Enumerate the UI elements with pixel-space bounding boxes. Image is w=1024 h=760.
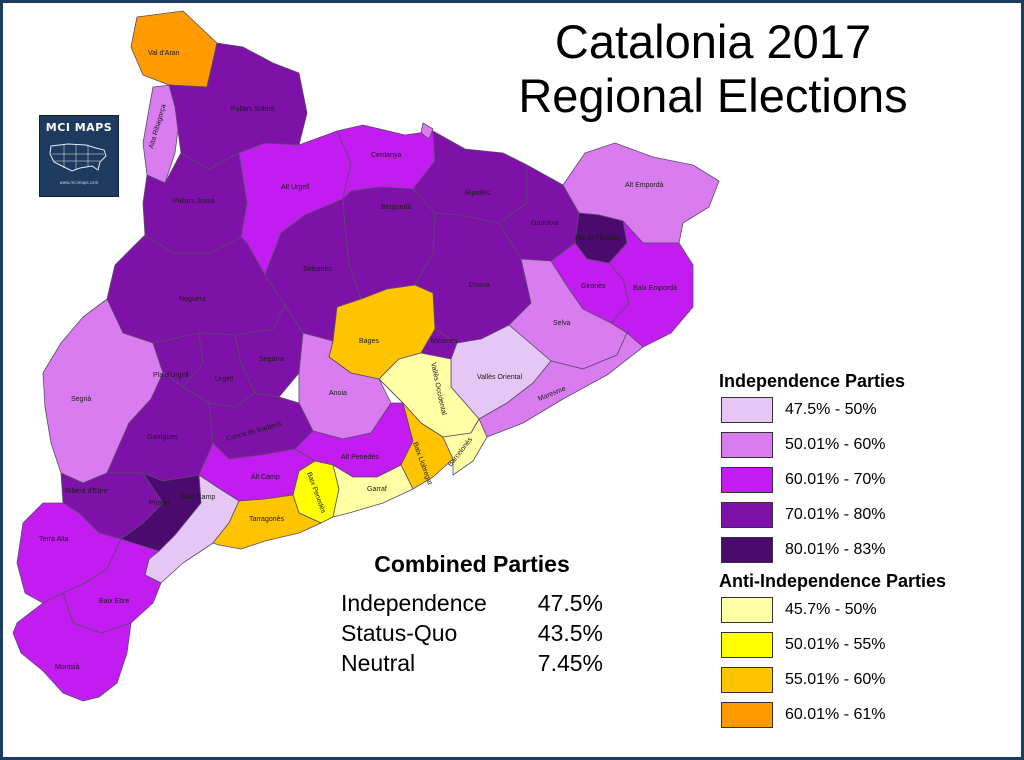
label-pallars-jussa: Pallars Jussà xyxy=(173,198,215,205)
label-ribera-d-ebre: Ribera d'Ebre xyxy=(65,488,108,495)
legend-swatch xyxy=(721,666,773,693)
summary-label: Status-Quo xyxy=(341,620,458,646)
label-segarra: Segarra xyxy=(259,356,284,363)
label-baix-ebre: Baix Ebre xyxy=(99,598,129,605)
label-priorat: Priorat xyxy=(149,500,170,507)
legend-item: 45.7% - 50% xyxy=(719,592,1019,627)
legend-swatch xyxy=(721,396,773,423)
label-tarragones: Tarragonès xyxy=(249,516,285,523)
legend-item: 60.01% - 61% xyxy=(719,697,1019,732)
legend-item: 60.01% - 70% xyxy=(719,462,1019,497)
label-ripolles: Ripollès xyxy=(465,190,490,197)
label-alt-emporda: Alt Empordà xyxy=(625,182,664,189)
title-line-1: Catalonia 2017 xyxy=(554,15,872,68)
summary-value: 47.5% xyxy=(537,590,603,616)
legend-swatch xyxy=(721,701,773,728)
label-garrigues: Garrigues xyxy=(147,434,178,441)
county-maresme[interactable] xyxy=(478,332,644,438)
us-map-icon xyxy=(49,143,107,172)
legend-item: 70.01% - 80% xyxy=(719,497,1019,532)
county-val-d-aran[interactable] xyxy=(130,10,218,88)
label-selva: Selva xyxy=(553,320,571,327)
legend-item: 55.01% - 60% xyxy=(719,662,1019,697)
label-terra-alta: Terra Alta xyxy=(39,536,69,543)
legend-item: 47.5% - 50% xyxy=(719,392,1019,427)
label-urgell: Urgell xyxy=(215,376,234,383)
legend-label: 47.5% - 50% xyxy=(785,400,877,418)
label-cerdanya: Cerdanya xyxy=(371,152,401,159)
legend-swatch xyxy=(721,596,773,623)
label-solsones: Solsonès xyxy=(303,266,332,273)
label-osona: Osona xyxy=(469,282,490,289)
county-islet-north[interactable] xyxy=(420,122,434,140)
summary-row: Neutral 7.45% xyxy=(341,648,603,678)
legend-swatch xyxy=(721,536,773,563)
label-alt-penedes: Alt Penedès xyxy=(341,454,379,461)
catalonia-map: .i1{fill:#e6c6f5}.i2{fill:#d87cf0}.i3{fi… xyxy=(12,10,720,702)
legend-independence-list: 47.5% - 50% 50.01% - 60% 60.01% - 70% 70.01… xyxy=(719,392,1019,567)
legend-swatch xyxy=(721,631,773,658)
label-baix-emporda: Baix Empordà xyxy=(633,285,677,292)
legend-anti-list: 45.7% - 50% 50.01% - 55% 55.01% - 60% 60.01… xyxy=(719,592,1019,732)
label-garraf: Garraf xyxy=(367,486,387,493)
legend-swatch xyxy=(721,466,773,493)
label-alt-camp: Alt Camp xyxy=(251,474,280,481)
label-girones: Gironès xyxy=(581,283,606,290)
legend-label: 50.01% - 60% xyxy=(785,435,886,453)
combined-parties-summary: Combined Parties Independence 47.5% Stat… xyxy=(341,551,621,678)
summary-label: Independence xyxy=(341,590,487,616)
label-bergueda: Berguedà xyxy=(381,204,411,211)
label-alt-urgell: Alt Urgell xyxy=(281,184,310,191)
logo-name: MCI MAPS xyxy=(45,121,113,134)
label-pla-d-urgell: Pla d'Urgell xyxy=(153,372,189,379)
summary-row: Independence 47.5% xyxy=(341,588,603,618)
summary-value: 43.5% xyxy=(537,620,603,646)
label-bages: Bages xyxy=(359,338,379,345)
county-barcelones[interactable] xyxy=(442,418,488,476)
legend-anti-title: Anti-Independence Parties xyxy=(719,571,947,591)
summary-row: Status-Quo 43.5% xyxy=(341,618,603,648)
legend-label: 60.01% - 70% xyxy=(785,470,886,488)
label-valles-oriental: Vallès Oriental xyxy=(477,374,522,381)
label-moianes: Moianès xyxy=(431,338,458,345)
legend-label: 70.01% - 80% xyxy=(785,505,886,523)
county-tarragones[interactable] xyxy=(212,494,322,550)
label-garrotxa: Garrotxa xyxy=(531,220,558,227)
legend-item: 50.01% - 55% xyxy=(719,627,1019,662)
label-val-d-aran: Val d'Aran xyxy=(148,50,180,57)
summary-value: 7.45% xyxy=(537,650,603,676)
map-title: Catalonia 2017 Regional Elections xyxy=(443,15,983,123)
summary-title: Combined Parties xyxy=(374,551,570,577)
legend-swatch xyxy=(721,501,773,528)
label-pla-de-l-estany: Pla de l'Estany xyxy=(575,235,622,242)
legend-label: 55.01% - 60% xyxy=(785,670,886,688)
legend-independence-title: Independence Parties xyxy=(719,371,906,391)
county-montsia[interactable] xyxy=(12,592,132,702)
map-legend: Independence Parties 47.5% - 50% 50.01% -… xyxy=(719,371,1019,732)
label-baix-camp: Baix Camp xyxy=(181,494,215,501)
label-anoia: Anoia xyxy=(329,390,347,397)
county-baix-llobregat[interactable] xyxy=(378,378,454,490)
county-garraf[interactable] xyxy=(332,464,414,518)
label-montsia: Montsià xyxy=(55,664,80,671)
legend-item: 50.01% - 60% xyxy=(719,427,1019,462)
legend-label: 80.01% - 83% xyxy=(785,540,886,558)
label-segria: Segrià xyxy=(71,396,91,403)
legend-label: 45.7% - 50% xyxy=(785,600,877,618)
legend-label: 60.01% - 61% xyxy=(785,705,886,723)
legend-swatch xyxy=(721,431,773,458)
label-pallars-sobira: Pallars Sobirà xyxy=(231,106,275,113)
label-noguera: Noguera xyxy=(179,296,206,303)
legend-item: 80.01% - 83% xyxy=(719,532,1019,567)
legend-label: 50.01% - 55% xyxy=(785,635,886,653)
title-line-2: Regional Elections xyxy=(518,69,908,122)
summary-label: Neutral xyxy=(341,650,416,676)
mci-maps-logo: MCI MAPS www.mcimaps.com xyxy=(39,115,119,197)
logo-url: www.mcimaps.com xyxy=(59,180,99,185)
